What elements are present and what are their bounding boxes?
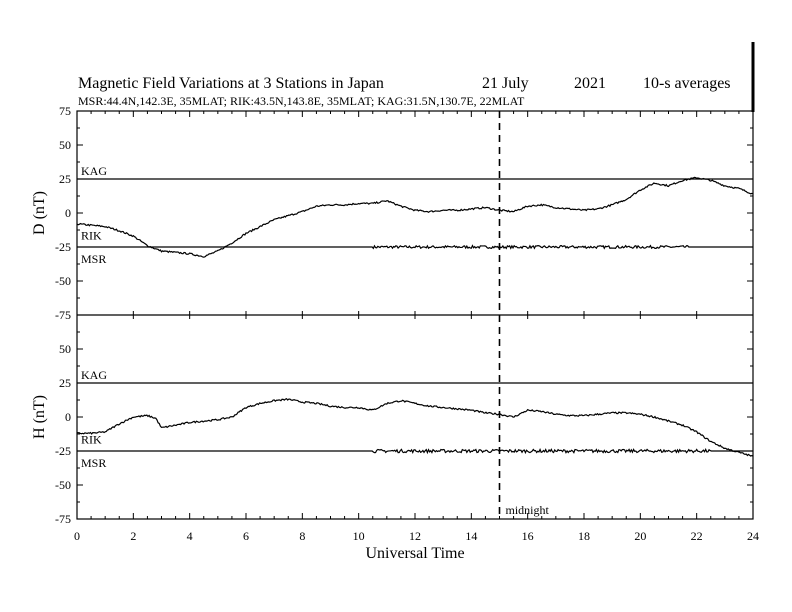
- y-tick-label: -75: [55, 512, 71, 526]
- chart-date: 21 July: [482, 75, 529, 92]
- station-coordinates: MSR:44.4N,142.3E, 35MLAT; RIK:43.5N,143.…: [78, 94, 525, 108]
- series-line-msr: [77, 244, 753, 250]
- x-tick-label: 8: [299, 529, 305, 543]
- y-tick-label: 0: [65, 206, 71, 220]
- station-label-kag: KAG: [81, 368, 107, 382]
- h-axis-label: H (nT): [31, 395, 48, 439]
- station-label-rik: RIK: [81, 229, 102, 243]
- x-tick-label: 12: [409, 529, 421, 543]
- x-tick-label: 6: [243, 529, 249, 543]
- series-line-msr: [77, 448, 753, 455]
- x-tick-label: 18: [578, 529, 590, 543]
- x-tick-label: 2: [130, 529, 136, 543]
- y-tick-label: 25: [59, 376, 71, 390]
- chart-title: Magnetic Field Variations at 3 Stations …: [78, 75, 384, 92]
- series-line-rik: [76, 176, 754, 258]
- station-label-msr: MSR: [81, 252, 106, 266]
- y-tick-label: 50: [59, 138, 71, 152]
- x-tick-label: 14: [465, 529, 477, 543]
- x-tick-label: 4: [187, 529, 193, 543]
- h-component-panel: 50 25 0 -25 -50 -75 KAG RIK MSR: [55, 314, 754, 526]
- d-component-panel: 75 50 25 0 -25 -50 -75 KAG RIK MSR: [55, 104, 754, 322]
- y-tick-label: -75: [55, 308, 71, 322]
- x-axis-label: Universal Time: [365, 545, 464, 562]
- chart-year: 2021: [574, 75, 606, 92]
- x-tick-label: 0: [74, 529, 80, 543]
- station-label-msr: MSR: [81, 456, 106, 470]
- y-tick-label: -25: [55, 444, 71, 458]
- d-axis-label: D (nT): [31, 191, 48, 235]
- station-label-rik: RIK: [81, 433, 102, 447]
- midnight-label: midnight: [506, 503, 550, 517]
- y-tick-label: -50: [55, 274, 71, 288]
- x-tick-label: 22: [691, 529, 703, 543]
- y-tick-label: 0: [65, 410, 71, 424]
- x-axis: 0 2 4 6 8 10 12 14 16 18 20 22 24: [74, 111, 759, 543]
- x-tick-label: 24: [747, 529, 759, 543]
- station-label-kag: KAG: [81, 164, 107, 178]
- y-tick-label: 50: [59, 342, 71, 356]
- y-tick-label: 25: [59, 172, 71, 186]
- x-tick-label: 10: [353, 529, 365, 543]
- series-line-rik: [76, 398, 754, 457]
- y-tick-label: 75: [59, 104, 71, 118]
- y-tick-label: -50: [55, 478, 71, 492]
- chart-averaging: 10-s averages: [643, 75, 731, 92]
- x-tick-label: 20: [634, 529, 646, 543]
- y-tick-label: -25: [55, 240, 71, 254]
- x-tick-label: 16: [522, 529, 534, 543]
